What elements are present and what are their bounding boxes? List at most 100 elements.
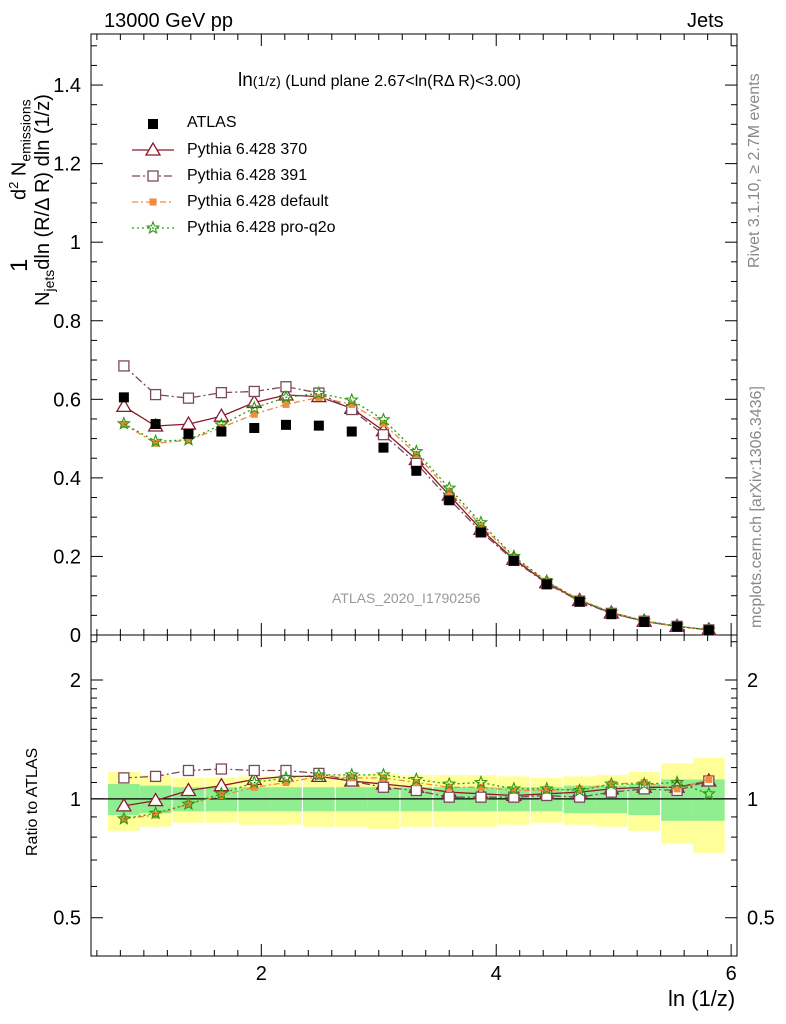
ratio-point-p370 (180, 782, 197, 797)
ratio-series-pq2o (116, 767, 716, 825)
point-atlas (411, 465, 422, 476)
ratio-point-pdefault (477, 783, 485, 791)
ratio-y-tick-label: 0.5 (53, 908, 81, 930)
point-atlas (346, 426, 357, 437)
rivet-label: Rivet 3.1.10, ≥ 2.7M events (746, 73, 763, 268)
legend-pq2o-label: Pythia 6.428 pro-q2o (187, 219, 336, 236)
ratio-y-axis-label: Ratio to ATLAS (24, 747, 41, 856)
point-pq2o (311, 385, 327, 400)
point-atlas (280, 419, 291, 430)
plot-title-main: ln (238, 70, 253, 91)
plot-title: ln(1/z) (Lund plane 2.67<ln(RΔ R)<3.00) (238, 70, 521, 92)
ratio-point-p391 (475, 791, 487, 803)
series-atlas (118, 392, 714, 636)
point-atlas (378, 442, 389, 453)
y-axis-n-jets: N (32, 291, 54, 306)
ratio-point-pq2o (539, 781, 554, 795)
point-pdefault (348, 400, 356, 408)
point-atlas (606, 609, 617, 620)
y-axis-label-one: 1 (6, 258, 33, 272)
point-pq2o (409, 444, 424, 458)
ratio-point-pq2o (247, 775, 262, 789)
point-atlas (444, 495, 455, 506)
point-atlas (475, 527, 486, 538)
tick-labels: 0 0.2 0.4 0.6 0.8 1 1.2 1.4 2 4 6 0.5 0.5 1 1 2 2 (53, 75, 775, 985)
legend-symbols (132, 119, 174, 235)
x-axis-label: ln (1/z) (668, 986, 736, 1011)
ratio-point-pdefault (217, 791, 225, 799)
ratio-line-pq2o (123, 774, 710, 820)
legend-marker-pq2o (145, 220, 161, 235)
point-pdefault (315, 393, 323, 401)
ratio-y-tick-label-right: 1 (747, 789, 758, 811)
ratio-point-pdefault (282, 779, 290, 787)
ratio-y-tick-label-right: 0.5 (747, 908, 775, 930)
legend-p391-label: Pythia 6.428 391 (187, 167, 308, 184)
point-atlas (639, 617, 650, 628)
point-pq2o (344, 392, 359, 407)
analysis-watermark: ATLAS_2020_I1790256 (332, 590, 481, 606)
y-axis-n-jets-rest: dln (R/Δ R) dln (1/z) (32, 94, 54, 270)
ratio-point-p370 (115, 797, 133, 812)
ratio-y-tick-label-right: 2 (747, 670, 758, 692)
main-y-tick-label: 0.2 (53, 546, 81, 568)
ratio-point-pq2o (604, 776, 619, 791)
mcplots-label: mcplots.cern.ch [arXiv:1306.3436] (748, 386, 765, 628)
ratio-point-pq2o (376, 767, 391, 781)
point-atlas (216, 426, 227, 437)
x-tick-label: 2 (256, 963, 267, 985)
y-axis-n-em: N (8, 161, 31, 182)
y-axis-label-denominator: Njetsdln (R/Δ R) dln (1/z) (32, 94, 57, 306)
x-tick-label: 6 (726, 963, 737, 985)
legend-p370-label: Pythia 6.428 370 (187, 141, 308, 158)
ratio-point-pq2o (409, 771, 424, 786)
point-pdefault (379, 420, 387, 428)
ratio-point-pq2o (473, 775, 489, 789)
ratio-point-pq2o (637, 776, 652, 791)
point-atlas (150, 419, 161, 430)
point-p391 (149, 388, 162, 401)
point-atlas (508, 555, 519, 566)
ratio-point-p391 (410, 784, 422, 797)
point-atlas (313, 420, 324, 431)
ratio-y-tick-label: 1 (70, 789, 81, 811)
y-axis-d: d (8, 188, 31, 200)
point-pdefault (250, 410, 258, 418)
point-p370 (213, 407, 230, 422)
ratio-point-p391 (377, 781, 390, 793)
ratio-plot-frame (90, 634, 738, 957)
point-pq2o (442, 480, 457, 495)
plot-title-rest: (Lund plane 2.67<ln(RΔ R)<3.00) (280, 73, 521, 90)
legend-pdefault-label: Pythia 6.428 default (187, 193, 329, 210)
ratio-point-pq2o (214, 786, 229, 800)
axis-ticks (91, 34, 737, 956)
ratio-point-p391 (149, 770, 162, 783)
ratio-point-pq2o (278, 770, 294, 784)
point-pq2o (247, 400, 262, 415)
legend-marker-atlas (148, 119, 158, 129)
ratio-point-pq2o (311, 767, 327, 781)
point-p391 (248, 385, 260, 398)
ratio-point-pdefault (120, 815, 128, 823)
ratio-point-p391 (443, 791, 455, 803)
ratio-point-p391 (118, 772, 130, 784)
plot-title-sub: (1/z) (252, 73, 281, 89)
point-pq2o (116, 416, 132, 430)
point-pdefault (184, 436, 192, 444)
point-atlas (703, 625, 714, 636)
ratio-point-pdefault (152, 811, 160, 819)
point-p391 (377, 429, 390, 441)
ratio-point-pq2o (181, 796, 196, 811)
x-tick-label: 4 (491, 963, 502, 985)
point-atlas (672, 621, 683, 632)
legend-marker-p391 (147, 170, 159, 182)
point-p391 (182, 392, 195, 404)
point-atlas (249, 422, 260, 433)
point-pq2o (376, 412, 391, 426)
y-axis-d-sup: 2 (6, 181, 21, 189)
ratio-point-p370 (147, 792, 164, 807)
point-atlas (183, 428, 194, 439)
ratio-point-pq2o (572, 782, 587, 797)
ratio-point-pdefault (576, 785, 584, 793)
